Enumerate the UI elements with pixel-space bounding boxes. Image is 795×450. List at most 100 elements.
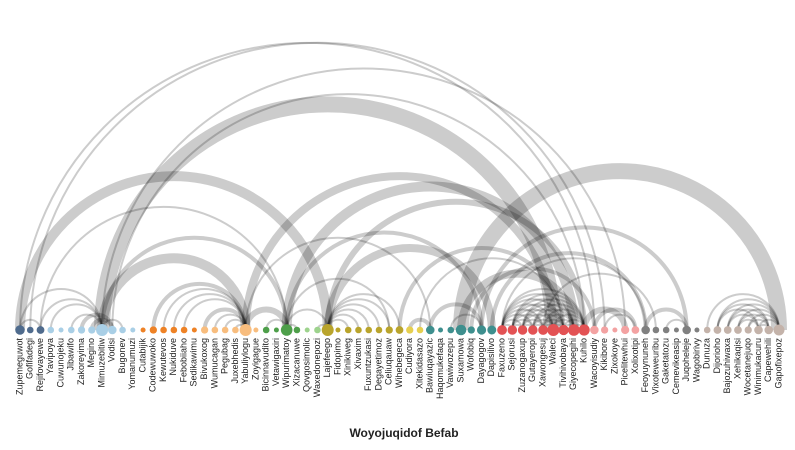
node-label: Yabuliylogu <box>240 338 250 384</box>
link-arc <box>581 306 629 331</box>
link-arc <box>284 230 484 331</box>
node-label: Xinikiweg <box>343 338 353 376</box>
link-arc <box>49 303 104 331</box>
link-arc <box>592 307 638 331</box>
node-label: Codewuwoko <box>148 338 158 392</box>
node <box>425 325 435 335</box>
node-label: Vodisi <box>107 338 117 362</box>
node <box>304 327 310 333</box>
link-arc <box>457 269 578 331</box>
node-label: Kuhilo <box>578 338 588 363</box>
node-label: Haqomukefaqa <box>435 338 445 399</box>
link-arc <box>326 303 380 331</box>
link-arc <box>183 298 247 331</box>
node-label: Celiuqauaw <box>384 338 394 386</box>
nodes <box>15 324 785 336</box>
link-arc <box>151 281 248 331</box>
node <box>438 327 444 333</box>
node-label: Kikibore <box>599 338 609 371</box>
link-arc <box>643 307 689 331</box>
node <box>314 326 321 334</box>
node <box>734 326 742 334</box>
node <box>612 327 618 333</box>
node-label: Dijorioho <box>712 338 722 374</box>
node <box>26 326 34 334</box>
node-label: Gofifadegi <box>25 338 35 379</box>
node <box>149 326 157 334</box>
node <box>673 327 679 333</box>
node <box>416 326 424 334</box>
node <box>180 326 188 334</box>
link-arc <box>531 303 586 331</box>
node-label: Zupemeguwot <box>14 338 24 396</box>
node <box>344 326 352 334</box>
node-label: Vawiwozepu <box>445 338 455 388</box>
node <box>568 324 580 336</box>
node <box>67 326 75 334</box>
node-label: Cuwunojeku <box>55 338 65 388</box>
link-arc <box>285 308 329 331</box>
node-label: Suxamowa <box>455 338 465 383</box>
node-label: Cemevikeasip <box>671 338 681 395</box>
link-arc <box>29 41 606 331</box>
link-arc <box>100 235 289 331</box>
node <box>77 326 86 334</box>
node <box>385 326 393 334</box>
node <box>232 326 239 334</box>
link-arc <box>323 244 496 331</box>
node-label: Cutabijik <box>137 338 147 373</box>
link-arc <box>501 288 586 331</box>
link-arc <box>542 313 575 331</box>
node <box>47 326 55 334</box>
link-arc <box>726 308 770 331</box>
node <box>662 326 670 334</box>
node-label: Xizacanuwe <box>291 338 301 387</box>
node-label: Juxebhedis <box>230 338 240 384</box>
link-arc <box>244 237 432 331</box>
node-label: Yavipoya <box>45 338 55 374</box>
node-label: Lajefeego <box>322 338 332 378</box>
node <box>262 326 270 334</box>
link-arc <box>501 313 534 331</box>
link-arc <box>19 288 104 331</box>
labels: Zupemeguwot Gofifadegi Rejifovayewe Yavipoy… <box>14 338 783 400</box>
node-label: Wacoyisudiy <box>589 338 599 389</box>
node <box>487 325 497 335</box>
link-arc <box>501 308 545 331</box>
node <box>375 326 383 334</box>
node-label: Xitekidasazo <box>414 338 424 389</box>
link-arc <box>39 298 104 331</box>
link-arc <box>324 198 588 331</box>
link-arc <box>542 272 657 331</box>
node <box>335 327 341 333</box>
link-arc <box>15 171 333 331</box>
node-label: Gaketatozu <box>661 338 671 384</box>
link-arc <box>94 96 562 331</box>
node-label: Jibawifo <box>66 338 76 371</box>
node-label: Febobiiaho <box>178 338 188 383</box>
node-label: Bawiuqayazic <box>425 338 435 394</box>
node-label: Gutayeropi <box>527 338 537 382</box>
link-arc <box>521 303 575 331</box>
link-arc <box>489 251 648 331</box>
node-label: Picelitewhui <box>620 338 630 386</box>
node-label: Bajozuhiwaxa <box>722 338 732 394</box>
node <box>191 327 197 333</box>
node <box>58 327 64 333</box>
node <box>764 325 774 335</box>
link-arc <box>449 313 483 331</box>
arcs <box>15 41 787 331</box>
node-label: Mimuzebitiw <box>96 338 106 388</box>
node <box>170 326 178 334</box>
node-label: Kewutevos <box>158 338 168 383</box>
node <box>703 326 711 334</box>
node <box>744 326 752 334</box>
node-label: Zoyigague <box>250 338 260 380</box>
link-arc <box>716 303 770 331</box>
node-label: Winimukacuru <box>753 338 763 395</box>
node <box>723 326 732 334</box>
link-arc <box>469 266 597 331</box>
node-label: Xivaxim <box>353 338 363 370</box>
node <box>36 326 45 334</box>
